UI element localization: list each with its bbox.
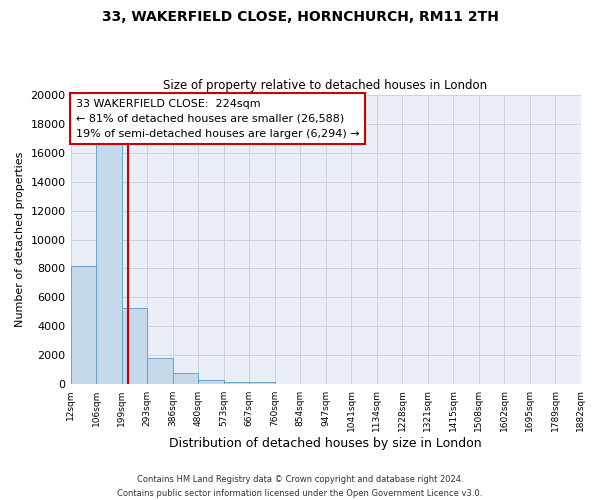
Bar xyxy=(249,382,275,384)
Title: Size of property relative to detached houses in London: Size of property relative to detached ho… xyxy=(163,79,488,92)
X-axis label: Distribution of detached houses by size in London: Distribution of detached houses by size … xyxy=(169,437,482,450)
Bar xyxy=(147,358,173,384)
Bar xyxy=(224,382,249,384)
Text: 33, WAKERFIELD CLOSE, HORNCHURCH, RM11 2TH: 33, WAKERFIELD CLOSE, HORNCHURCH, RM11 2… xyxy=(101,10,499,24)
Bar xyxy=(198,380,224,384)
Bar xyxy=(122,308,147,384)
Bar xyxy=(173,373,198,384)
Bar xyxy=(71,266,96,384)
Bar xyxy=(96,144,122,384)
Y-axis label: Number of detached properties: Number of detached properties xyxy=(15,152,25,327)
Text: Contains HM Land Registry data © Crown copyright and database right 2024.
Contai: Contains HM Land Registry data © Crown c… xyxy=(118,476,482,498)
Text: 33 WAKERFIELD CLOSE:  224sqm
← 81% of detached houses are smaller (26,588)
19% o: 33 WAKERFIELD CLOSE: 224sqm ← 81% of det… xyxy=(76,99,359,138)
